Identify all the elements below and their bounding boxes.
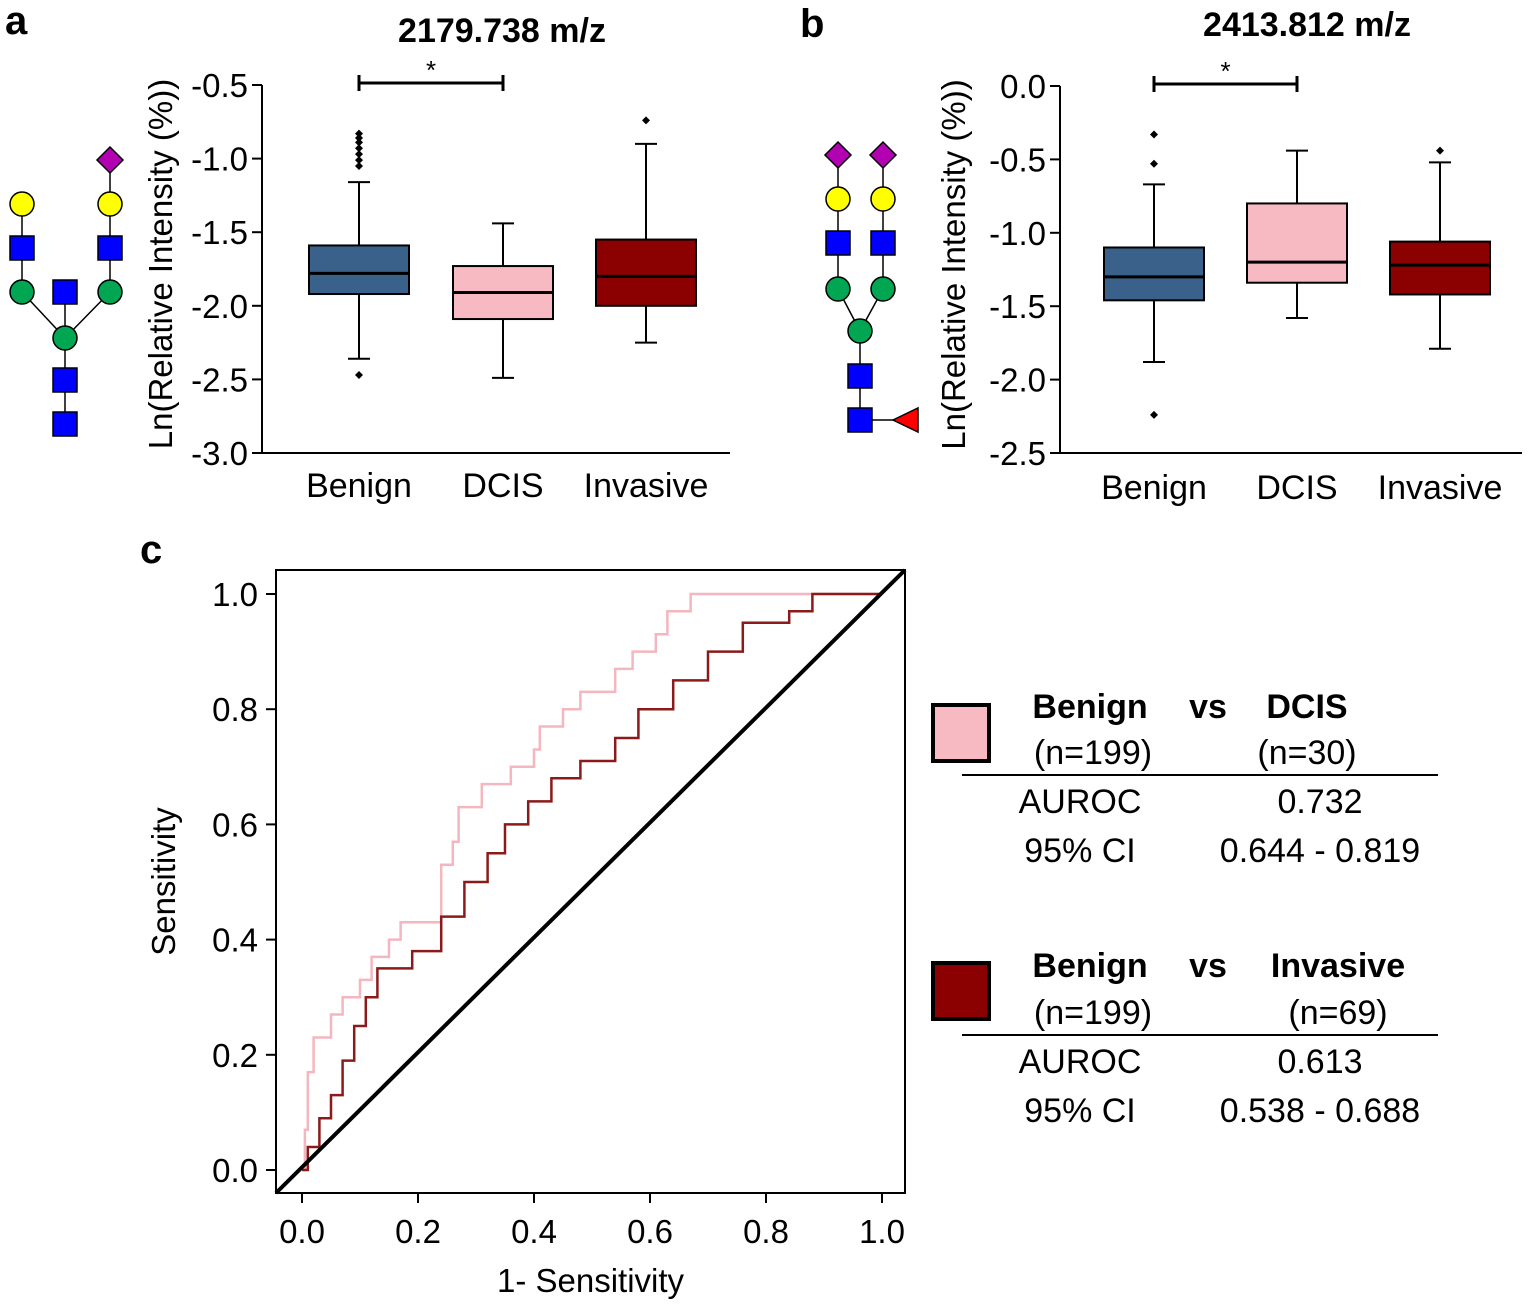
y-tick-label: -1.0 [989, 215, 1046, 252]
legend-ci-value: 0.538 - 0.688 [1220, 1092, 1420, 1130]
box-benign [1103, 246, 1205, 302]
x-category-label: Invasive [1378, 469, 1503, 507]
legend-auroc-label: AUROC [1019, 783, 1142, 821]
panel-label-a: a [5, 0, 28, 43]
y-tick-label: -2.0 [191, 288, 248, 325]
y-tick-label: -1.5 [989, 288, 1046, 325]
legend-ci-label: 95% CI [1024, 1092, 1136, 1130]
legend-ci-label: 95% CI [1024, 832, 1136, 870]
y-tick-label: 0.4 [212, 922, 258, 959]
outlier-point [355, 370, 363, 379]
x-tick-label: 0.4 [511, 1213, 557, 1250]
glycan-structure-b-icon [823, 140, 919, 434]
box-dcis [1246, 202, 1348, 284]
y-tick-label: 0.0 [1000, 68, 1046, 105]
legend-auroc-label: AUROC [1019, 1043, 1142, 1081]
y-tick-label: -2.0 [989, 362, 1046, 399]
box-benign [308, 244, 410, 296]
legend-dcis: Benign vs DCIS (n=199) (n=30) AUROC 0.73… [931, 688, 1438, 870]
plot-frame [275, 569, 906, 1194]
outlier-point [1150, 130, 1158, 139]
outlier-point [355, 150, 363, 159]
x-category-label: Benign [1101, 469, 1207, 507]
x-category-label: Benign [306, 467, 412, 505]
legend-ci-value: 0.644 - 0.819 [1220, 832, 1420, 870]
box-invasive [595, 238, 697, 307]
outlier-point [355, 138, 363, 147]
x-tick-label: 1.0 [859, 1213, 905, 1250]
box-plot-panel-a: 2179.738 m/z -0.5 -1.0 -1.5 -2.0 -2.5 -3.0 Ln(R… [142, 12, 730, 505]
x-category-label: DCIS [1256, 469, 1337, 507]
outlier-point [1436, 146, 1444, 155]
chart-title: 2179.738 m/z [398, 12, 606, 50]
y-axis-label: Ln(Relative Intensity (%)) [935, 79, 972, 449]
y-tick-label: -0.5 [989, 141, 1046, 178]
x-tick-label: 0.6 [627, 1213, 673, 1250]
y-tick-label: -3.0 [191, 435, 248, 472]
legend-n1: (n=199) [1034, 994, 1152, 1032]
panel-label-c: c [140, 528, 162, 572]
outlier-point [1150, 159, 1158, 168]
legend-n1: (n=199) [1034, 734, 1152, 772]
legend-group1: Benign [1032, 688, 1147, 726]
y-axis-label: Ln(Relative Intensity (%)) [142, 79, 179, 449]
legend-auroc-value: 0.732 [1277, 783, 1362, 821]
chart-title: 2413.812 m/z [1203, 6, 1411, 44]
outlier-point [1150, 410, 1158, 419]
panel-label-b: b [800, 2, 824, 46]
x-category-label: DCIS [462, 467, 543, 505]
glycan-structure-a-icon [9, 145, 125, 437]
x-tick-label: 0.2 [395, 1213, 441, 1250]
roc-curve-dcis [302, 592, 882, 1172]
significance-label: * [1220, 56, 1230, 86]
outlier-point [642, 116, 650, 125]
outlier-point [355, 156, 363, 165]
y-tick-label: 0.0 [212, 1152, 258, 1189]
legend-group2: Invasive [1271, 947, 1405, 985]
box-plot-panel-b: 2413.812 m/z 0.0 -0.5 -1.0 -1.5 -2.0 -2.5 Ln(Re… [935, 6, 1522, 507]
x-category-label: Invasive [584, 467, 709, 505]
legend-invasive: Benign vs Invasive (n=199) (n=69) AUROC … [931, 947, 1438, 1130]
legend-n2: (n=30) [1257, 734, 1356, 772]
roc-panel: 0.0 0.2 0.4 0.6 0.8 1.0 0.0 0.2 0.4 0.6 0.8 1.0 Sens… [145, 568, 907, 1299]
significance-label: * [426, 55, 436, 85]
x-axis-label: 1- Sensitivity [497, 1262, 685, 1299]
outlier-point [355, 133, 363, 142]
outlier-point [355, 161, 363, 170]
legend-vs: vs [1189, 947, 1227, 985]
legend-n2: (n=69) [1288, 994, 1387, 1032]
legend-group1: Benign [1032, 947, 1147, 985]
x-tick-label: 0.8 [743, 1213, 789, 1250]
roc-curve-invasive [302, 592, 882, 1172]
outlier-point [355, 129, 363, 138]
reference-diagonal [274, 568, 907, 1195]
x-tick-label: 0.0 [279, 1213, 325, 1250]
y-axis-label: Sensitivity [145, 807, 182, 956]
legend-swatch-dcis [931, 703, 991, 763]
y-tick-label: 0.8 [212, 691, 258, 728]
y-tick-label: -0.5 [191, 67, 248, 104]
outlier-point [355, 144, 363, 153]
legend-swatch-invasive [931, 961, 991, 1021]
y-tick-label: 0.6 [212, 806, 258, 843]
y-tick-label: -2.5 [191, 361, 248, 398]
legend-vs: vs [1189, 688, 1227, 726]
y-tick-label: 0.2 [212, 1037, 258, 1074]
y-tick-label: -1.5 [191, 214, 248, 251]
y-tick-label: -1.0 [191, 141, 248, 178]
y-tick-label: 1.0 [212, 576, 258, 613]
box-invasive [1389, 240, 1491, 296]
legend-group2: DCIS [1266, 688, 1347, 726]
legend-auroc-value: 0.613 [1277, 1043, 1362, 1081]
y-tick-label: -2.5 [989, 435, 1046, 472]
